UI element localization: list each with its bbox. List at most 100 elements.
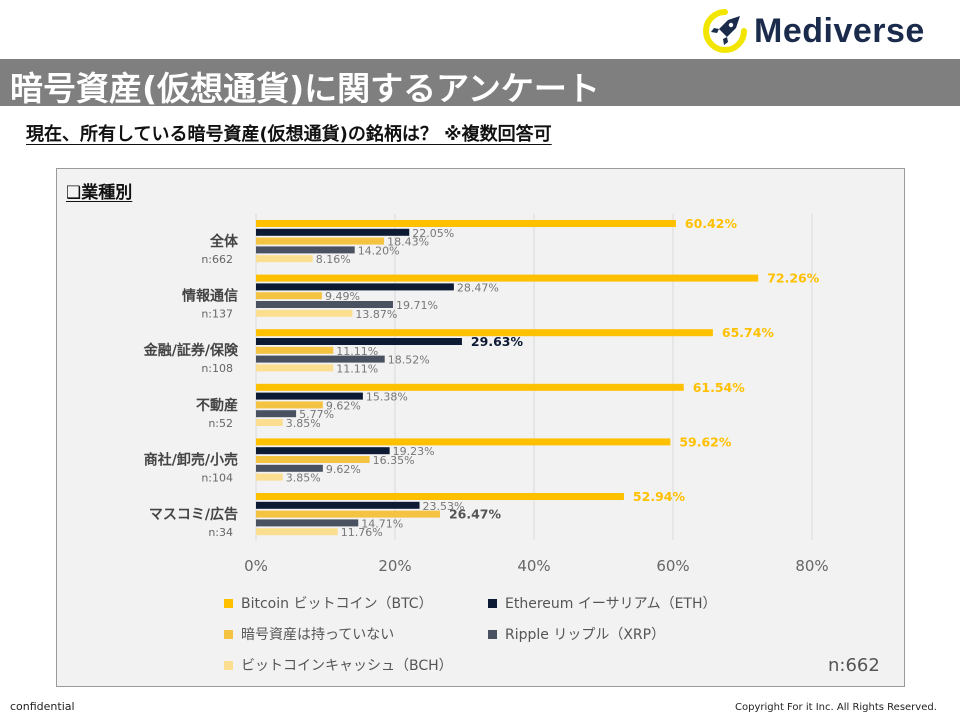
data-label-btc-5: 52.94% [633,489,686,504]
data-label-bch-3: 3.85% [286,417,321,430]
legend-swatch-xrp [488,629,497,639]
category-n-1: n:137 [201,308,233,321]
data-label-btc-3: 61.54% [693,380,746,395]
legend-swatch-bch [224,660,233,670]
category-n-4: n:104 [201,471,233,484]
brand-logo: Mediverse [702,8,954,54]
page-title: 暗号資産(仮想通貨)に関するアンケート [10,69,600,108]
x-tick-label-0: 0% [244,557,268,575]
data-label-bch-1: 13.87% [355,308,397,321]
legend-swatch-none [224,629,233,639]
bar-eth-5 [256,501,420,509]
bar-eth-2 [256,338,462,345]
bar-btc-0 [256,220,676,227]
x-tick-label-20: 20% [378,557,411,575]
rocket-logo-icon [703,9,747,53]
category-label-1: 情報通信 [182,288,238,305]
bar-btc-1 [256,274,759,282]
data-label-none-4: 16.35% [373,454,415,467]
data-label-none-2: 11.11% [336,345,378,358]
bar-xrp-4 [256,464,323,472]
data-label-xrp-2: 18.52% [388,354,430,367]
brand-name: Mediverse [754,11,925,50]
category-label-3: 不動産 [196,397,238,414]
bar-btc-3 [256,383,684,391]
x-tick-label-60: 60% [656,557,689,575]
data-label-xrp-5: 14.71% [361,517,403,530]
bar-bch-4 [256,473,283,481]
category-label-0: 全体 [209,233,239,250]
bar-eth-4 [256,447,390,455]
legend-label-btc: Bitcoin ビットコイン（BTC） [241,596,433,612]
bar-none-4 [256,456,370,463]
category-label-2: 金融/証券/保険 [143,342,239,359]
data-label-bch-4: 3.85% [286,472,321,485]
category-n-5: n:34 [208,526,233,539]
legend-item-btc: Bitcoin ビットコイン（BTC） [224,593,433,613]
bar-xrp-3 [256,410,297,418]
data-label-none-5: 26.47% [449,507,502,522]
category-n-3: n:52 [208,417,233,430]
bar-btc-4 [256,438,671,446]
bar-btc-5 [256,493,624,500]
legend-label-bch: ビットコインキャッシュ（BCH） [241,658,453,674]
bar-none-2 [256,346,334,354]
bar-none-5 [256,510,440,518]
data-label-none-0: 18.43% [387,236,429,249]
chart-panel [56,168,905,687]
legend-item-xrp: Ripple リップル（XRP） [488,624,665,644]
bar-eth-3 [256,392,363,400]
title-bar: 暗号資産(仮想通貨)に関するアンケート [0,59,960,108]
bar-bch-3 [256,419,283,426]
legend-item-eth: Ethereum イーサリアム（ETH） [488,593,717,613]
confidential-label: confidential [10,700,75,713]
category-n-2: n:108 [201,362,233,375]
legend-swatch-eth [488,598,497,608]
data-label-eth-2: 29.63% [471,334,524,349]
category-label-5: マスコミ/広告 [149,506,238,523]
bar-xrp-1 [256,301,393,308]
data-label-bch-2: 11.11% [336,362,378,375]
legend-label-xrp: Ripple リップル（XRP） [505,627,666,643]
data-label-none-1: 9.49% [325,290,360,303]
data-label-btc-2: 65.74% [722,325,775,340]
data-label-eth-3: 15.38% [366,391,408,404]
segment-label: ❑業種別 [66,183,133,203]
data-label-btc-4: 59.62% [679,434,732,449]
category-n-0: n:662 [201,253,233,266]
bar-eth-0 [256,228,410,236]
bar-none-3 [256,401,323,409]
legend-item-bch: ビットコインキャッシュ（BCH） [224,655,453,675]
data-label-eth-0: 22.05% [412,227,454,240]
bar-bch-0 [256,255,313,263]
bar-bch-5 [256,528,338,536]
x-tick-label-80: 80% [795,557,828,575]
legend-item-none: 暗号資産は持っていない [224,624,394,644]
data-label-xrp-0: 14.20% [358,244,400,257]
bar-xrp-0 [256,246,355,254]
data-label-btc-0: 60.42% [685,216,738,231]
data-label-eth-1: 28.47% [457,281,499,294]
bar-eth-1 [256,283,454,291]
bar-xrp-2 [256,355,385,363]
data-label-bch-5: 11.76% [341,526,383,539]
legend-label-none: 暗号資産は持っていない [241,627,395,643]
category-label-4: 商社/卸売/小売 [144,451,238,468]
bar-none-0 [256,237,385,245]
legend-swatch-btc [224,598,233,608]
bar-bch-1 [256,309,353,317]
legend-label-eth: Ethereum イーサリアム（ETH） [505,596,717,612]
data-label-xrp-1: 19.71% [396,299,438,312]
data-label-xrp-4: 9.62% [326,463,361,476]
copyright-notice: Copyright For it Inc. All Rights Reserve… [735,702,937,713]
data-label-bch-0: 8.16% [316,253,351,266]
bar-xrp-5 [256,519,359,527]
total-sample-size: n:662 [828,655,880,676]
data-label-eth-4: 19.23% [393,445,435,458]
bar-btc-2 [256,329,713,337]
data-label-btc-1: 72.26% [767,271,820,286]
data-label-eth-5: 23.53% [423,500,465,513]
data-label-none-3: 9.62% [326,399,361,412]
bar-none-1 [256,292,322,300]
